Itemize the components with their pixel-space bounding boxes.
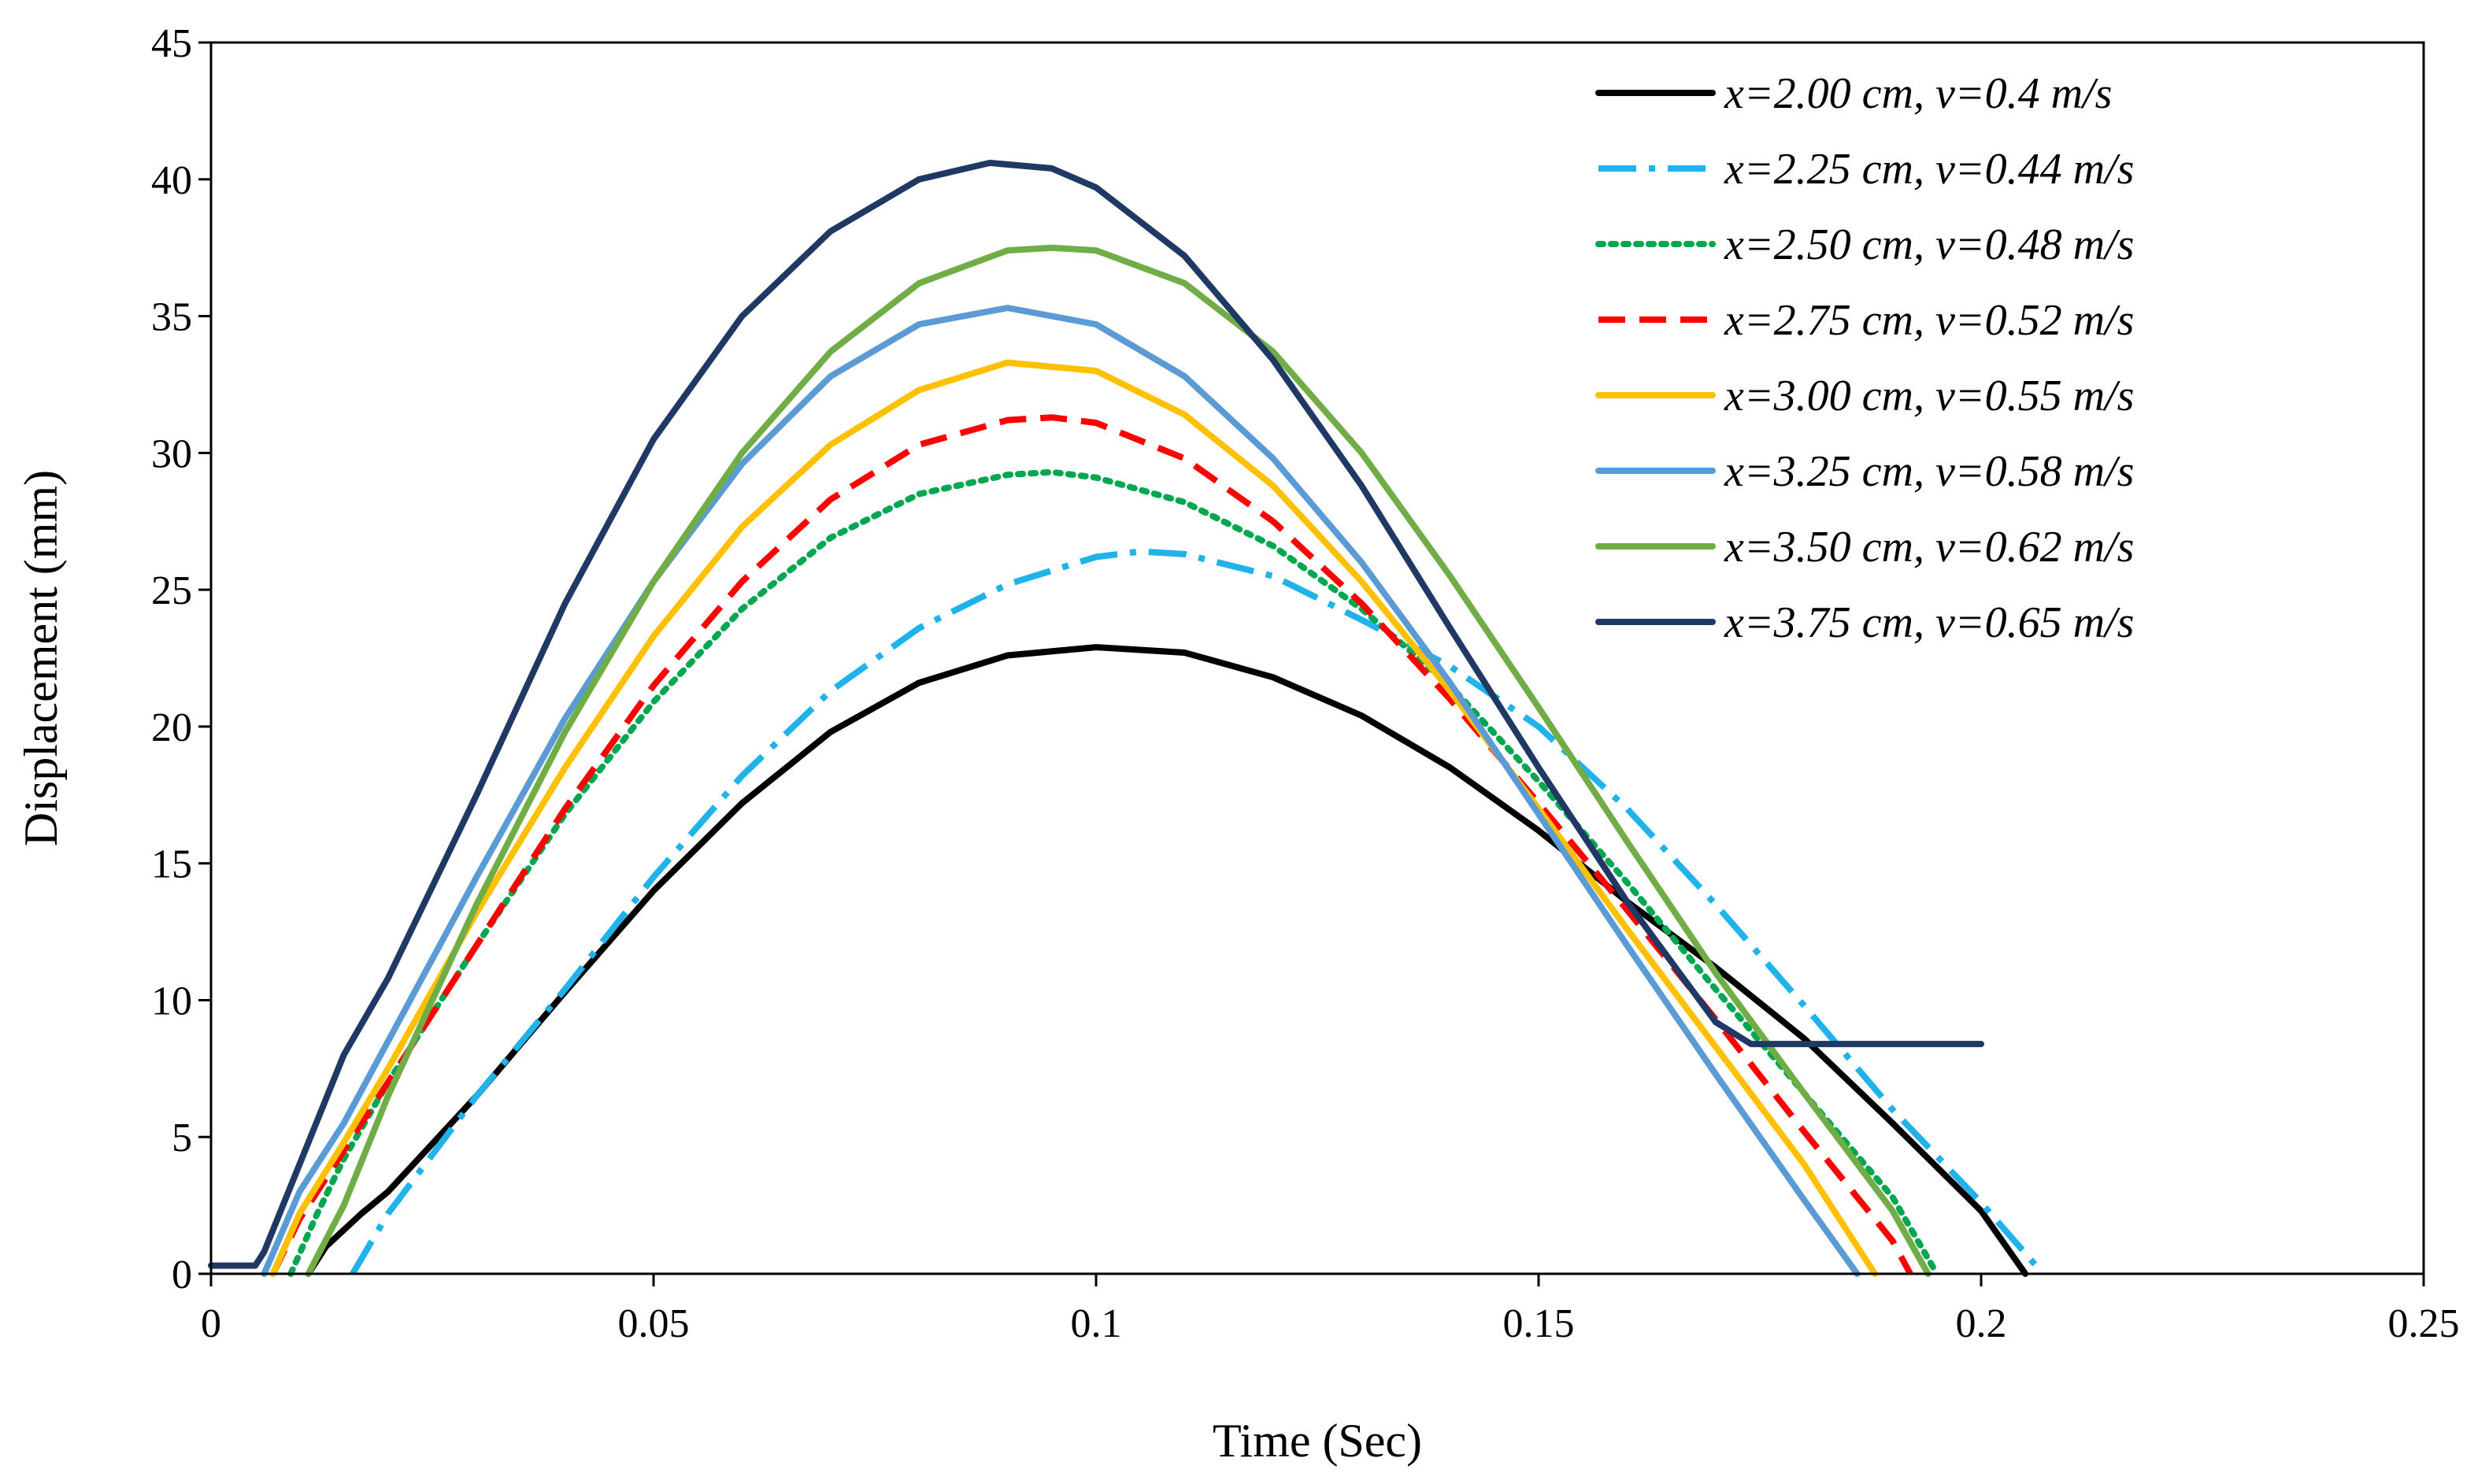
ticks-layer: 0 0.05 0.1 0.15 0.2 0.25 0 5 10 15 20 25 30 35 40 45 bbox=[151, 21, 2460, 1346]
y-tick-label: 10 bbox=[151, 979, 192, 1023]
series-line-8 bbox=[208, 159, 1984, 1269]
y-tick-label: 30 bbox=[151, 431, 192, 476]
y-tick-label: 5 bbox=[172, 1116, 192, 1160]
legend: x=2.00 cm, v=0.4 m/s x=2.25 cm, v=0.44 m/… bbox=[1595, 69, 2134, 647]
y-tick-label: 20 bbox=[151, 705, 192, 750]
y-tick-label: 15 bbox=[151, 842, 192, 887]
legend-label: x=2.25 cm, v=0.44 m/s bbox=[1724, 145, 2134, 194]
y-tick-label: 35 bbox=[151, 295, 192, 340]
series-line-2 bbox=[350, 548, 2046, 1276]
y-axis-title: Displacement (mm) bbox=[15, 470, 67, 846]
x-tick-label: 0.05 bbox=[618, 1301, 690, 1346]
legend-label: x=3.75 cm, v=0.65 m/s bbox=[1724, 598, 2134, 647]
legend-item-4: x=2.75 cm, v=0.52 m/s bbox=[1598, 296, 2134, 345]
y-tick-label: 25 bbox=[151, 568, 192, 613]
x-tick-label: 0.2 bbox=[1956, 1301, 2007, 1346]
series-line-6 bbox=[261, 305, 1861, 1277]
legend-label: x=2.75 cm, v=0.52 m/s bbox=[1724, 296, 2134, 345]
series-line-3 bbox=[287, 468, 1940, 1277]
y-tick-label: 40 bbox=[151, 158, 192, 203]
series-line-5 bbox=[269, 359, 1879, 1277]
x-tick-label: 0.1 bbox=[1071, 1301, 1122, 1346]
legend-label: x=3.00 cm, v=0.55 m/s bbox=[1724, 372, 2134, 420]
x-tick-label: 0.25 bbox=[2388, 1301, 2460, 1346]
legend-item-7: x=3.50 cm, v=0.62 m/s bbox=[1595, 523, 2134, 572]
y-tick-label: 0 bbox=[172, 1253, 192, 1297]
x-tick-label: 0 bbox=[201, 1301, 221, 1346]
x-axis-title: Time (Sec) bbox=[1213, 1415, 1422, 1467]
series-layer bbox=[208, 159, 2046, 1277]
legend-label: x=2.00 cm, v=0.4 m/s bbox=[1724, 69, 2112, 118]
legend-item-3: x=2.50 cm, v=0.48 m/s bbox=[1595, 220, 2134, 269]
series-line-7 bbox=[305, 244, 1932, 1277]
legend-item-2: x=2.25 cm, v=0.44 m/s bbox=[1598, 145, 2134, 194]
legend-item-1: x=2.00 cm, v=0.4 m/s bbox=[1595, 69, 2112, 118]
legend-label: x=3.50 cm, v=0.62 m/s bbox=[1724, 523, 2134, 572]
series-line-1 bbox=[305, 644, 2029, 1277]
legend-item-8: x=3.75 cm, v=0.65 m/s bbox=[1595, 598, 2134, 647]
x-tick-label: 0.15 bbox=[1503, 1301, 1575, 1346]
plot-area-frame bbox=[209, 41, 2425, 1275]
legend-label: x=3.25 cm, v=0.58 m/s bbox=[1724, 447, 2134, 496]
legend-item-5: x=3.00 cm, v=0.55 m/s bbox=[1595, 372, 2134, 420]
legend-label: x=2.50 cm, v=0.48 m/s bbox=[1724, 220, 2134, 269]
legend-item-6: x=3.25 cm, v=0.58 m/s bbox=[1595, 447, 2134, 496]
y-tick-label: 45 bbox=[151, 21, 192, 66]
